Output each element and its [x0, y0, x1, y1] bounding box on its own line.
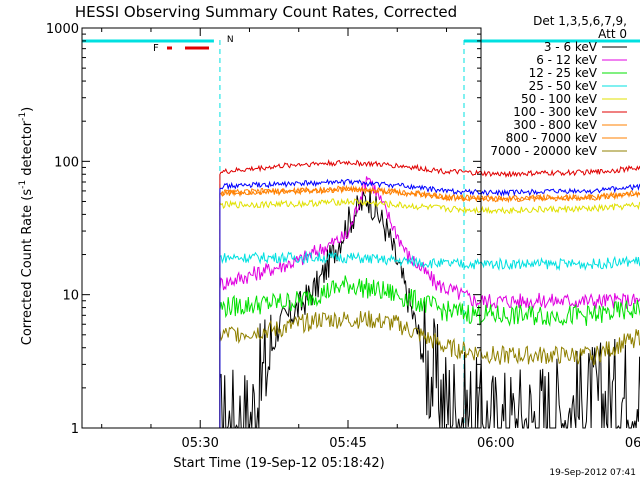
x-tick-label: 05:45	[329, 436, 366, 451]
y-tick-label: 1	[71, 422, 79, 437]
y-axis-label: Corrected Count Rate (s-1 detector-1)	[18, 107, 35, 345]
legend-label: 300 - 800 keV	[513, 118, 597, 132]
series-line-100-300keV	[219, 159, 640, 428]
legend-label: 50 - 100 keV	[521, 92, 598, 106]
legend-label: 12 - 25 keV	[529, 66, 598, 80]
series-line-3-6keV	[219, 189, 640, 429]
legend-header-detectors: Det 1,3,5,6,7,9,	[533, 14, 627, 28]
series-line-7000-20000keV	[219, 310, 640, 428]
x-tick-label: 05:30	[181, 436, 218, 451]
plot-area	[82, 28, 481, 428]
legend-label: 100 - 300 keV	[513, 105, 597, 119]
x-axis-label: Start Time (19-Sep-12 05:18:42)	[173, 456, 384, 471]
legend-label: 6 - 12 keV	[536, 53, 598, 67]
series-line-50-100keV	[219, 197, 640, 428]
flare-flag-label: F	[153, 43, 159, 54]
series-line-12-25keV	[219, 275, 640, 428]
series-line-6-12keV	[219, 176, 640, 428]
legend-label: 800 - 7000 keV	[506, 131, 598, 145]
x-tick-label: 06:15	[625, 436, 640, 451]
plot-background	[82, 28, 481, 428]
x-tick-label: 06:00	[477, 436, 514, 451]
chart-title: HESSI Observing Summary Count Rates, Cor…	[75, 3, 457, 21]
series-line-blue-band	[219, 178, 640, 428]
y-tick-label: 10	[62, 289, 79, 304]
series-line-300-800keV	[219, 184, 640, 428]
legend-header-attenuator: Att 0	[598, 27, 627, 41]
series-line-800-7000keV	[219, 185, 640, 428]
legend-label: 3 - 6 keV	[544, 40, 598, 54]
plot-frame	[81, 27, 482, 429]
generation-timestamp: 19-Sep-2012 07:41	[549, 468, 636, 478]
legend-label: 25 - 50 keV	[529, 79, 598, 93]
legend-label: 7000 - 20000 keV	[490, 144, 597, 158]
night-flag-label: N	[227, 35, 234, 45]
series-line-25-50keV	[219, 250, 640, 428]
y-tick-label: 1000	[46, 22, 79, 37]
series-layer	[219, 159, 640, 429]
y-tick-label: 100	[54, 155, 79, 170]
